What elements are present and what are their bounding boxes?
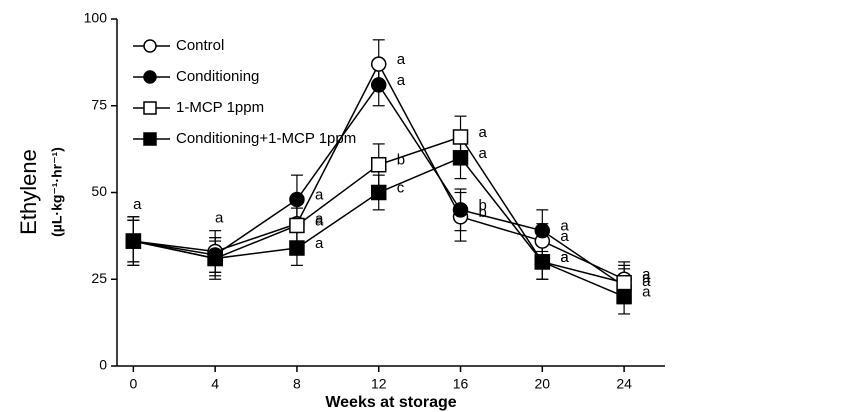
y-tick-label: 50 xyxy=(91,183,107,199)
x-tick-label: 4 xyxy=(211,376,219,392)
significance-letter: a xyxy=(315,186,324,203)
significance-letter: a xyxy=(479,124,488,141)
x-tick-label: 8 xyxy=(293,376,301,392)
point xyxy=(370,156,387,173)
x-tick-label: 12 xyxy=(371,376,387,392)
legend-label: Conditioning xyxy=(176,68,259,85)
x-tick-label: 16 xyxy=(453,376,469,392)
significance-letter: a xyxy=(315,212,324,229)
legend-label: 1-MCP 1ppm xyxy=(176,99,264,116)
y-axis-units: (µL·kg⁻¹·hr⁻¹) xyxy=(49,147,65,237)
point xyxy=(452,129,469,145)
point xyxy=(370,56,387,72)
legend-marker xyxy=(143,101,157,115)
point xyxy=(534,254,551,270)
significance-letter: a xyxy=(642,284,651,301)
significance-letter: a xyxy=(397,72,406,89)
y-tick-label: 75 xyxy=(91,96,107,112)
legend-marker xyxy=(143,70,157,84)
significance-letter: a xyxy=(133,196,142,213)
y-tick-label: 25 xyxy=(91,270,107,286)
point xyxy=(289,191,305,208)
x-tick-label: 24 xyxy=(616,376,632,392)
point xyxy=(534,222,551,239)
legend-marker xyxy=(143,132,157,146)
significance-letter: a xyxy=(560,249,569,266)
significance-letter: b xyxy=(397,152,405,169)
significance-letter: a xyxy=(315,235,324,252)
significance-letter: b xyxy=(479,204,487,221)
point xyxy=(452,150,469,166)
significance-letter: b xyxy=(479,197,487,214)
significance-letter: a xyxy=(560,249,569,266)
significance-letter: a xyxy=(560,228,569,245)
significance-letter: a xyxy=(642,270,651,287)
significance-letter: a xyxy=(642,273,651,290)
point xyxy=(289,240,305,256)
significance-letter: a xyxy=(560,218,569,235)
y-axis-label: Ethylene xyxy=(16,149,41,235)
y-tick-label: 0 xyxy=(99,357,107,373)
point xyxy=(452,202,469,218)
point xyxy=(125,233,142,249)
significance-letter: a xyxy=(215,210,224,227)
significance-letter: a xyxy=(315,211,324,228)
point xyxy=(289,217,305,234)
significance-letter: c xyxy=(397,179,405,196)
significance-letter: a xyxy=(479,145,488,162)
point xyxy=(370,77,387,93)
point xyxy=(207,250,223,267)
legend-label: Control xyxy=(176,37,224,54)
significance-letter: a xyxy=(642,266,651,283)
x-tick-label: 20 xyxy=(535,376,551,392)
x-tick-label: 0 xyxy=(129,376,137,392)
legend-marker xyxy=(143,39,157,53)
legend-label: Conditioning+1-MCP 1ppm xyxy=(176,130,356,147)
significance-letter: a xyxy=(397,51,406,68)
point xyxy=(616,288,632,305)
x-axis-label: Weeks at storage xyxy=(325,394,456,411)
y-tick-label: 100 xyxy=(84,10,108,26)
point xyxy=(616,274,632,291)
point xyxy=(370,184,387,201)
